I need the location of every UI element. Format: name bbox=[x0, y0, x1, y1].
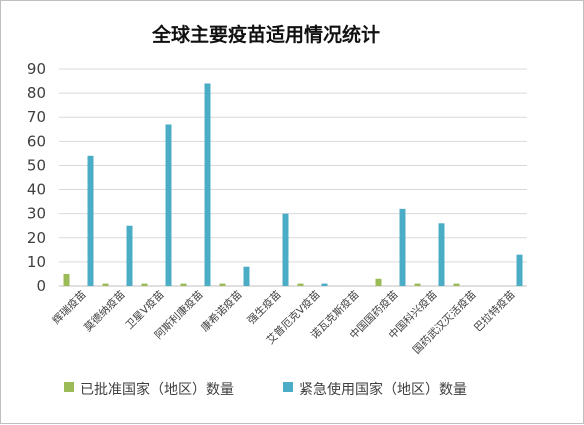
bar-emergency bbox=[243, 266, 250, 286]
bar-emergency bbox=[282, 213, 289, 286]
y-tick-label: 0 bbox=[36, 277, 46, 295]
y-axis-ticks: 0 10 20 30 40 50 60 70 80 90 bbox=[27, 60, 46, 295]
bar-approved bbox=[297, 283, 304, 286]
bar-emergency bbox=[516, 254, 523, 286]
bar-approved bbox=[375, 278, 382, 286]
y-tick-label: 90 bbox=[27, 60, 46, 78]
bar-emergency bbox=[204, 83, 211, 286]
bar-emergency bbox=[126, 225, 133, 286]
bar-emergency bbox=[438, 223, 445, 286]
legend-swatch-emergency bbox=[283, 382, 293, 392]
bar-approved bbox=[180, 283, 187, 286]
y-tick-label: 80 bbox=[27, 84, 46, 102]
y-tick-label: 70 bbox=[27, 108, 46, 126]
legend-label-emergency: 紧急使用国家（地区）数量 bbox=[299, 381, 467, 398]
legend: 已批准国家（地区）数量 紧急使用国家（地区）数量 bbox=[64, 381, 467, 398]
bar-approved bbox=[453, 283, 460, 286]
x-category-label: 巴拉特疫苗 bbox=[471, 288, 517, 334]
y-tick-label: 50 bbox=[27, 156, 46, 174]
bars bbox=[63, 83, 523, 286]
bar-approved bbox=[414, 283, 421, 286]
bar-emergency bbox=[165, 124, 172, 286]
bar-emergency bbox=[399, 208, 406, 286]
gridlines bbox=[59, 68, 527, 287]
bar-approved bbox=[141, 283, 148, 286]
y-tick-label: 10 bbox=[27, 253, 46, 271]
x-category-label: 莫德纳疫苗 bbox=[81, 288, 127, 334]
bar-approved bbox=[63, 273, 70, 286]
legend-label-approved: 已批准国家（地区）数量 bbox=[80, 381, 234, 398]
x-category-label: 康希诺疫苗 bbox=[198, 288, 244, 334]
bar-emergency bbox=[87, 155, 94, 286]
legend-swatch-approved bbox=[64, 382, 74, 392]
bar-approved bbox=[219, 283, 226, 286]
y-tick-label: 30 bbox=[27, 205, 46, 223]
chart-title: 全球主要疫苗适用情况统计 bbox=[151, 23, 380, 46]
y-tick-label: 40 bbox=[27, 181, 46, 199]
y-tick-label: 60 bbox=[27, 132, 46, 150]
bar-emergency bbox=[321, 283, 328, 286]
bar-approved bbox=[102, 283, 109, 286]
x-category-label: 强生疫苗 bbox=[245, 288, 284, 327]
x-category-label: 辉瑞疫苗 bbox=[50, 288, 89, 327]
y-tick-label: 20 bbox=[27, 229, 46, 247]
